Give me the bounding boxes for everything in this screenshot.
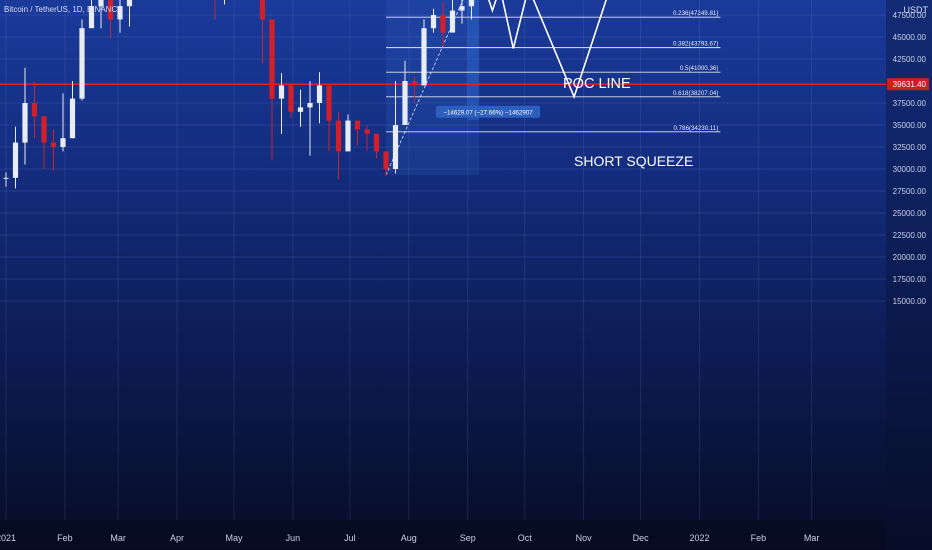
candle-body [364,129,370,134]
price-tick-label: 35000.00 [893,121,927,130]
candle-body [259,0,266,20]
candle-body [117,6,123,20]
candle-body [288,85,294,112]
time-tick-label: Nov [576,533,593,543]
candle-body [107,0,114,20]
candle-body [383,151,389,169]
candlestick-series [3,0,475,189]
candle-body [297,107,304,112]
measure-diagonal [385,0,464,176]
fib-level-label: 0.236(47249.81) [673,10,718,17]
poc-price-label: 39631.40 [893,80,927,89]
candle-body [421,28,427,86]
measure-label-bg [436,105,540,118]
price-projection-path[interactable] [477,0,696,100]
time-tick-label: Oct [518,533,533,543]
candle-body [402,81,408,125]
time-tick-label: Feb [751,533,767,543]
measure-box [386,0,480,176]
annotations: SHORT SQUEEZE [574,153,693,169]
candle-body [79,28,85,99]
candle-body [373,133,380,152]
measure-range-tool[interactable]: −14629.07 (−27.66%) −1462907 [385,0,540,176]
fib-level-label: 0.5(41000.36) [680,65,719,72]
price-axis[interactable]: 67500.0065000.0062500.0060000.0057500.00… [886,0,932,550]
candle-body [31,103,38,117]
price-tick-label: 22500.00 [893,231,927,240]
candle-body [269,19,275,99]
candle-body [307,103,313,108]
candle-body [411,81,418,86]
time-tick-label: Jun [286,533,301,543]
time-tick-label: Dec [633,533,650,543]
candle-body [316,85,323,103]
measure-arrow-bar [467,0,480,121]
time-tick-label: Aug [401,533,417,543]
poc-line-label: POC LINE [563,76,631,92]
poc-price-label-bg [887,78,929,91]
price-tick-label: 15000.00 [893,297,927,306]
candle-body [88,6,95,29]
candle-body [22,103,28,143]
candle-body [69,98,76,139]
candle-body [449,10,456,33]
candle-body [41,116,47,143]
price-tick-label: 45000.00 [893,33,927,42]
measure-label: −14629.07 (−27.66%) −1462907 [443,109,533,116]
fibonacci-retracement[interactable]: 0.236(47249.81) 0.382(43793.67) 0.5(41000.… [386,10,721,133]
time-tick-label: Feb [57,533,73,543]
time-axis[interactable]: 2021 Feb Mar Apr May Jun Jul Aug Sep Oct Nov Dec 202… [0,520,886,550]
candle-body [430,15,437,29]
candle-body [278,85,285,99]
price-tick-label: 27500.00 [893,187,927,196]
candle-body [60,138,66,147]
price-tick-label: 47500.00 [893,11,927,20]
candle-body [3,177,9,179]
time-tick-label: Apr [170,533,184,543]
price-axis-bg [886,0,932,550]
time-tick-label: Mar [804,533,820,543]
candle-body [354,120,361,130]
price-tick-label: 42500.00 [893,55,927,64]
candle-body [98,0,104,7]
time-tick-label: May [225,533,243,543]
candle-body [126,0,133,7]
candle-body [345,120,351,152]
fib-level-label: 0.786(34230.11) [673,125,718,132]
time-tick-label: 2022 [689,533,709,543]
time-axis-bg [0,520,886,550]
price-tick-label: 17500.00 [893,275,927,284]
candle-body [440,15,446,33]
time-tick-label: 2021 [0,533,16,543]
fib-level-label: 0.618(38207.04) [673,90,718,97]
price-tick-label: 32500.00 [893,143,927,152]
symbol-title[interactable]: Bitcoin / TetherUS, 1D, BINANCE [4,5,123,14]
candle-body [326,85,332,121]
projection-polyline[interactable] [477,0,696,100]
time-tick-label: Sep [460,533,476,543]
candle-body [335,120,342,152]
currency-label: USDT [903,5,929,15]
fib-level-label: 0.382(43793.67) [673,41,718,48]
candle-body [50,142,57,147]
price-tick-label: 25000.00 [893,209,927,218]
candle-body [392,125,399,169]
candle-body [468,0,475,7]
short-squeeze-label: SHORT SQUEEZE [574,153,693,169]
candle-body [12,142,19,178]
time-tick-label: Jul [344,533,356,543]
time-tick-label: Mar [110,533,126,543]
price-tick-label: 20000.00 [893,253,927,262]
price-tick-label: 30000.00 [893,165,927,174]
candle-body [459,6,465,11]
price-tick-label: 37500.00 [893,99,927,108]
